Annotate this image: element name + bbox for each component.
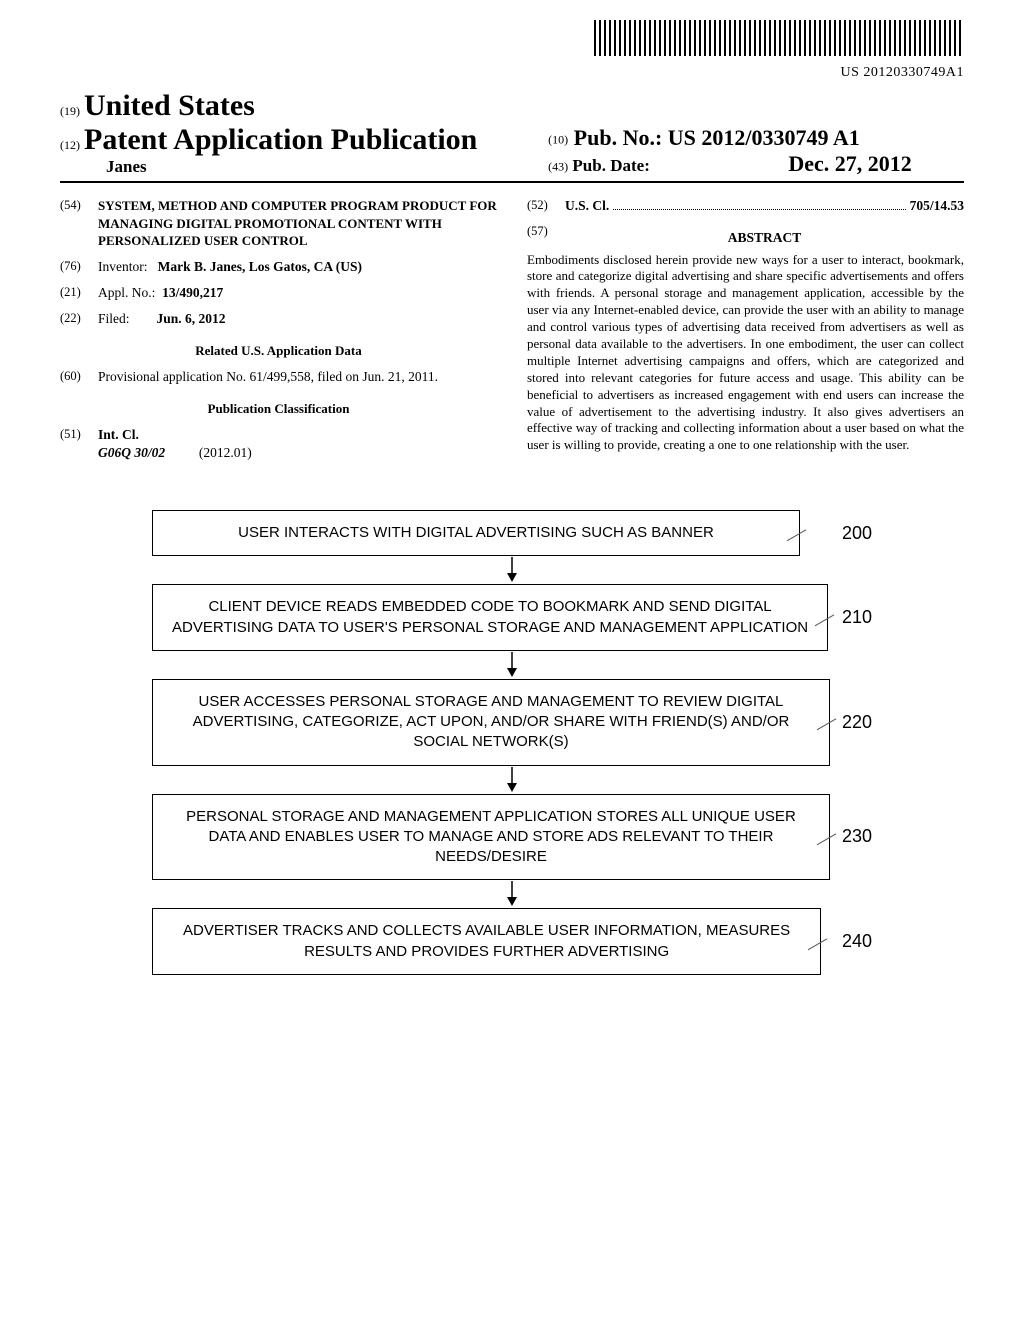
divider (60, 181, 964, 183)
pubno-label: Pub. No.: (574, 125, 663, 150)
bibliographic-columns: (54) SYSTEM, METHOD AND COMPUTER PROGRAM… (60, 197, 964, 470)
barcode-block: US 20120330749A1 (60, 20, 964, 81)
related-title: Related U.S. Application Data (60, 342, 497, 360)
inventor-value: Mark B. Janes, Los Gatos, CA (US) (158, 259, 362, 274)
code-52: (52) (527, 197, 565, 215)
code-43: (43) (548, 160, 568, 174)
code-10: (10) (548, 132, 568, 146)
patent-page: US 20120330749A1 (19) United States (12)… (0, 0, 1024, 1015)
uscl-label: U.S. Cl. (565, 197, 609, 215)
flow-step-number: 230 (830, 826, 872, 847)
arrow-down-icon (152, 880, 872, 908)
flow-step-number: 210 (828, 607, 872, 628)
header: (19) United States (12) Patent Applicati… (60, 89, 964, 177)
header-right: (10) Pub. No.: US 2012/0330749 A1 (43) P… (548, 125, 964, 177)
country: United States (84, 89, 255, 122)
flow-step: CLIENT DEVICE READS EMBEDDED CODE TO BOO… (152, 584, 872, 651)
code-57: (57) (527, 223, 565, 251)
flow-step-number: 240 (821, 931, 872, 952)
applno-value: 13/490,217 (162, 285, 223, 300)
pubdate-value: Dec. 27, 2012 (788, 151, 911, 176)
flow-step: PERSONAL STORAGE AND MANAGEMENT APPLICAT… (152, 794, 872, 881)
filed-label: Filed: (98, 311, 130, 326)
doc-type: Patent Application Publication (84, 123, 477, 156)
header-left: (19) United States (12) Patent Applicati… (60, 89, 512, 177)
barcode-icon (594, 20, 964, 56)
abstract-title: ABSTRACT (565, 229, 964, 247)
applno-label: Appl. No.: (98, 285, 155, 300)
flow-step-number: 220 (830, 712, 872, 733)
abstract-text: Embodiments disclosed herein provide new… (527, 252, 964, 455)
flow-box: USER INTERACTS WITH DIGITAL ADVERTISING … (152, 510, 800, 556)
code-54: (54) (60, 197, 98, 250)
dots-leader (613, 197, 905, 210)
flowchart: USER INTERACTS WITH DIGITAL ADVERTISING … (152, 510, 872, 975)
provisional-text: Provisional application No. 61/499,558, … (98, 368, 497, 386)
flow-step-number: 200 (800, 523, 872, 544)
code-60: (60) (60, 368, 98, 386)
pubdate-label: Pub. Date: (572, 156, 649, 175)
code-22: (22) (60, 310, 98, 328)
filed-value: Jun. 6, 2012 (157, 311, 226, 326)
flow-box: ADVERTISER TRACKS AND COLLECTS AVAILABLE… (152, 908, 821, 975)
invention-title: SYSTEM, METHOD AND COMPUTER PROGRAM PROD… (98, 197, 497, 250)
flow-step: USER ACCESSES PERSONAL STORAGE AND MANAG… (152, 679, 872, 766)
intcl-year: (2012.01) (199, 445, 252, 460)
author-name: Janes (106, 157, 512, 177)
flow-box: CLIENT DEVICE READS EMBEDDED CODE TO BOO… (152, 584, 828, 651)
right-column: (52) U.S. Cl. 705/14.53 (57) ABSTRACT Em… (527, 197, 964, 470)
code-76: (76) (60, 258, 98, 276)
arrow-down-icon (152, 651, 872, 679)
intcl-code: G06Q 30/02 (98, 445, 165, 460)
code-19: (19) (60, 104, 80, 118)
flow-step: USER INTERACTS WITH DIGITAL ADVERTISING … (152, 510, 872, 556)
code-51: (51) (60, 426, 98, 462)
code-21: (21) (60, 284, 98, 302)
flow-box: PERSONAL STORAGE AND MANAGEMENT APPLICAT… (152, 794, 830, 881)
intcl-label: Int. Cl. (98, 427, 139, 442)
flow-step: ADVERTISER TRACKS AND COLLECTS AVAILABLE… (152, 908, 872, 975)
arrow-down-icon (152, 556, 872, 584)
pubno-value: US 2012/0330749 A1 (668, 125, 860, 150)
pubclass-title: Publication Classification (60, 400, 497, 418)
arrow-down-icon (152, 766, 872, 794)
uscl-value: 705/14.53 (910, 197, 964, 215)
flow-box: USER ACCESSES PERSONAL STORAGE AND MANAG… (152, 679, 830, 766)
left-column: (54) SYSTEM, METHOD AND COMPUTER PROGRAM… (60, 197, 497, 470)
inventor-label: Inventor: (98, 259, 148, 274)
code-12: (12) (60, 138, 80, 152)
barcode-text: US 20120330749A1 (840, 65, 964, 80)
